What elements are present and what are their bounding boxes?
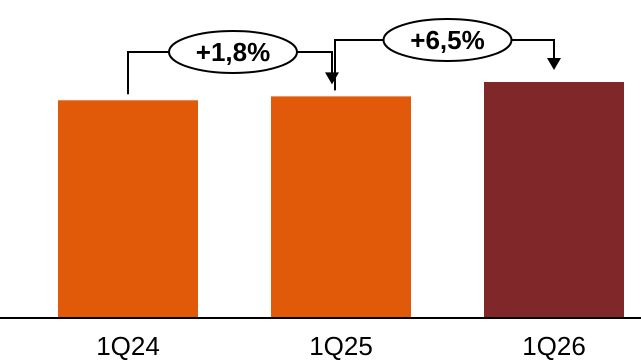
bar-1q26 [484, 82, 624, 318]
growth-label: +6,5% [410, 25, 484, 55]
growth-annotations: +1,8% +6,5% [127, 18, 561, 95]
x-tick-label: 1Q24 [96, 331, 160, 361]
x-tick-label: 1Q25 [309, 331, 373, 361]
growth-arrowhead [547, 58, 561, 70]
growth-label: +1,8% [196, 37, 270, 67]
growth-bubble [382, 18, 513, 62]
x-tick-label: 1Q26 [522, 331, 586, 361]
bar-1q24 [58, 100, 198, 318]
growth-bubble [168, 30, 298, 74]
growth-arrowhead [325, 72, 339, 85]
bars-group [58, 82, 624, 318]
x-tick-labels: 1Q24 1Q25 1Q26 [96, 331, 586, 361]
bar-1q25 [271, 96, 411, 318]
